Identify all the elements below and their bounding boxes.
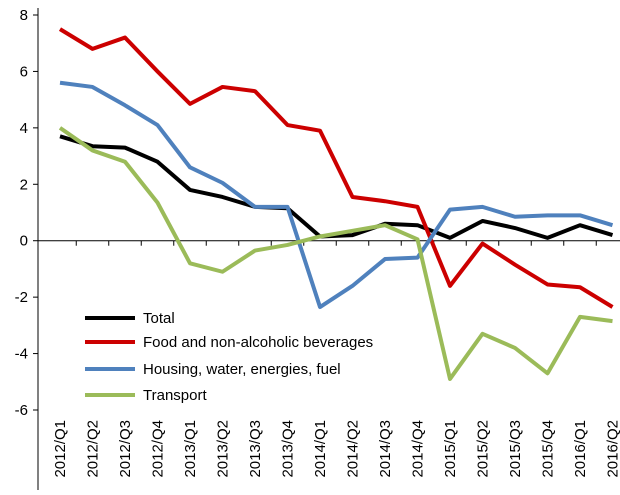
x-tick-label: 2012/Q3 <box>117 420 134 478</box>
y-tick-label: -4 <box>15 346 28 363</box>
x-tick-label: 2015/Q2 <box>475 420 492 478</box>
legend-label: Transport <box>143 387 207 404</box>
x-tick-label: 2016/Q2 <box>605 420 620 478</box>
x-tick-label: 2013/Q1 <box>182 420 199 478</box>
x-tick-label: 2014/Q2 <box>345 420 362 478</box>
y-tick-label: 8 <box>20 7 28 24</box>
legend-label: Food and non-alcoholic beverages <box>143 334 373 351</box>
x-tick-label: 2014/Q1 <box>312 420 329 478</box>
x-tick-label: 2014/Q4 <box>410 420 427 478</box>
x-tick-label: 2012/Q4 <box>150 420 167 478</box>
x-tick-label: 2014/Q3 <box>377 420 394 478</box>
y-tick-label: 0 <box>20 233 28 250</box>
x-tick-label: 2015/Q4 <box>540 420 557 478</box>
x-tick-label: 2012/Q1 <box>52 420 69 478</box>
y-tick-label: -6 <box>15 402 28 419</box>
x-tick-label: 2015/Q1 <box>442 420 459 478</box>
series-line <box>60 29 613 307</box>
y-tick-label: 4 <box>20 120 28 137</box>
y-tick-label: 6 <box>20 63 28 80</box>
x-tick-label: 2013/Q2 <box>215 420 232 478</box>
legend-label: Housing, water, energies, fuel <box>143 361 341 378</box>
x-tick-label: 2013/Q4 <box>280 420 297 478</box>
x-tick-label: 2015/Q3 <box>507 420 524 478</box>
y-tick-label: -2 <box>15 289 28 306</box>
y-tick-label: 2 <box>20 176 28 193</box>
x-tick-label: 2016/Q1 <box>572 420 589 478</box>
x-tick-label: 2012/Q2 <box>85 420 102 478</box>
legend-label: Total <box>143 310 175 327</box>
x-tick-label: 2013/Q3 <box>247 420 264 478</box>
